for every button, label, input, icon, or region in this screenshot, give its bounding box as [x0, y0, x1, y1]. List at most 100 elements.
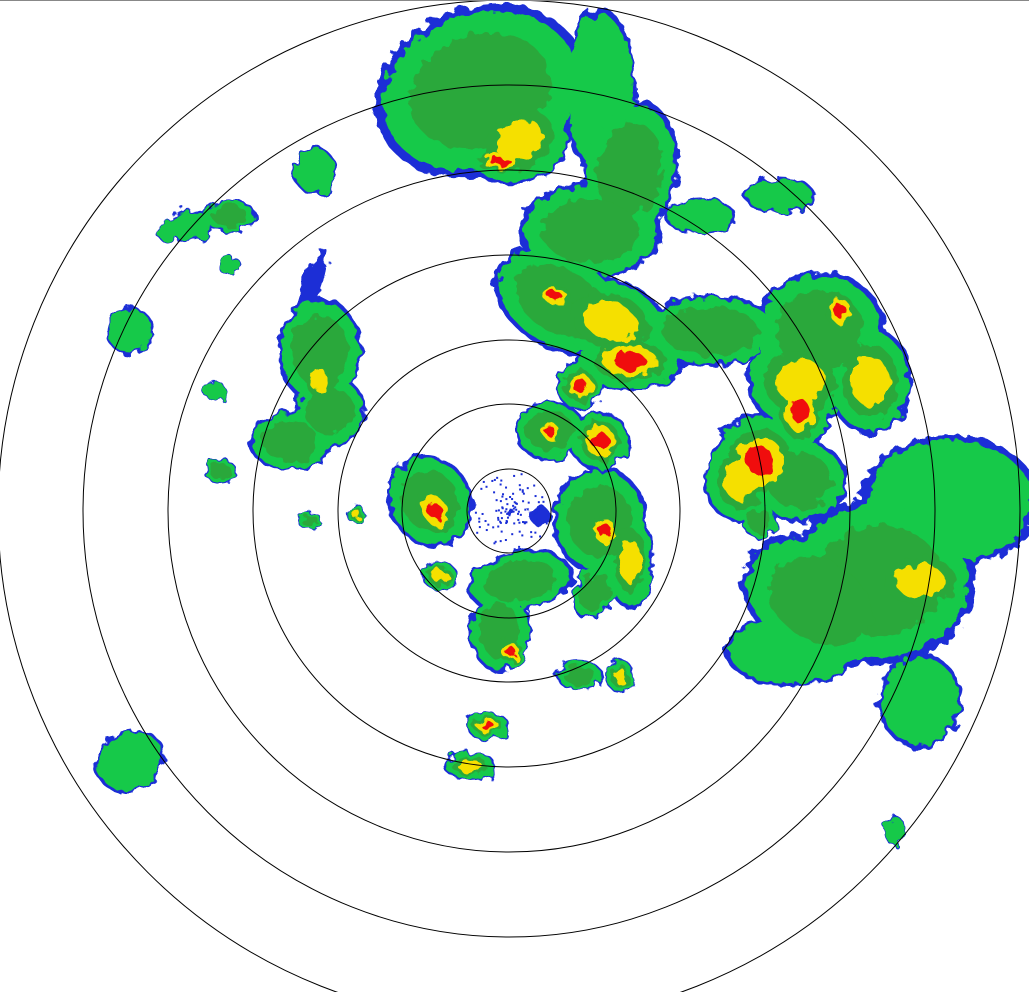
- echo-moderate: [212, 205, 247, 227]
- echo-moderate: [209, 463, 231, 479]
- clutter-speckle: [535, 495, 537, 497]
- echo-intense: [614, 352, 646, 370]
- echo-light: [295, 149, 335, 193]
- clutter-speckle: [497, 519, 499, 521]
- clutter-speckle: [492, 526, 494, 528]
- clutter-speckle: [511, 533, 513, 535]
- echo-light: [204, 382, 226, 400]
- echo-moderate: [564, 666, 596, 685]
- clutter-speckle: [521, 473, 523, 475]
- clutter-speckle: [508, 514, 510, 516]
- clutter-speckle: [475, 512, 477, 514]
- clutter-speckle: [501, 517, 503, 519]
- clutter-speckle: [480, 488, 482, 490]
- echo-heavy: [458, 759, 482, 772]
- echo-moderate: [262, 421, 318, 461]
- clutter-speckle: [494, 479, 496, 481]
- clutter-speckle: [505, 522, 507, 524]
- clutter-speckle: [546, 522, 548, 524]
- clutter-speckle: [513, 522, 515, 524]
- echo-intense: [599, 524, 612, 538]
- clutter-speckle: [536, 524, 538, 526]
- echo-heavy: [619, 539, 641, 583]
- clutter-speckle: [505, 539, 507, 541]
- clutter-speckle: [495, 541, 497, 543]
- clutter-speckle: [506, 513, 508, 515]
- echo-moderate: [662, 307, 758, 355]
- clutter-speckle: [506, 503, 508, 505]
- clutter-speckle: [530, 536, 532, 538]
- echo-heavy: [851, 356, 890, 406]
- clutter-speckle: [509, 496, 511, 498]
- clutter-speckle: [527, 487, 529, 489]
- echo-intense: [791, 399, 809, 424]
- echo-intense: [548, 292, 562, 300]
- clutter-speckle: [486, 486, 488, 488]
- clutter-speckle: [524, 509, 526, 511]
- clutter-speckle: [538, 501, 540, 503]
- clutter-speckle: [533, 485, 535, 487]
- clutter-speckle: [491, 480, 493, 482]
- clutter-speckle: [500, 512, 502, 514]
- echo-intense: [834, 304, 847, 318]
- clutter-speckle: [505, 487, 507, 489]
- clutter-speckle: [534, 532, 536, 534]
- clutter-speckle: [482, 513, 484, 515]
- clutter-speckle: [539, 535, 541, 537]
- clutter-speckle: [517, 513, 519, 515]
- clutter-speckle: [479, 526, 481, 528]
- clutter-speckle: [483, 481, 485, 483]
- clutter-speckle: [511, 498, 513, 500]
- clutter-speckle: [500, 483, 502, 485]
- echo-heavy: [895, 565, 945, 598]
- echo-intense: [573, 379, 587, 393]
- clutter-speckle: [516, 503, 518, 505]
- clutter-speckle: [514, 501, 516, 503]
- clutter-speckle: [512, 493, 514, 495]
- clutter-speckle: [512, 505, 514, 507]
- echo-light: [667, 200, 733, 233]
- echo-light: [157, 220, 183, 242]
- clutter-speckle: [524, 522, 526, 524]
- clutter-speckle: [501, 531, 503, 533]
- clutter-speckle: [513, 475, 515, 477]
- clutter-speckle: [518, 511, 520, 513]
- clutter-speckle: [502, 493, 504, 495]
- echo-heavy: [310, 370, 330, 392]
- clutter-speckle: [500, 480, 502, 482]
- echo-intense: [505, 646, 515, 656]
- echo-light: [88, 721, 173, 802]
- clutter-speckle: [496, 499, 498, 501]
- clutter-speckle: [539, 508, 541, 510]
- clutter-speckle: [478, 521, 480, 523]
- clutter-speckle: [518, 549, 520, 551]
- echo-intense: [545, 426, 555, 436]
- clutter-speckle: [501, 496, 503, 498]
- clutter-speckle: [518, 546, 520, 548]
- clutter-speckle: [522, 521, 524, 523]
- echo-heavy: [613, 668, 626, 683]
- clutter-speckle: [519, 489, 521, 491]
- echo-moderate: [302, 515, 318, 528]
- clutter-speckle: [534, 513, 536, 515]
- clutter-speckle: [528, 502, 530, 504]
- clutter-speckle: [522, 491, 524, 493]
- clutter-speckle: [499, 521, 501, 523]
- echo-intense: [490, 157, 511, 165]
- echo-light: [884, 818, 906, 844]
- clutter-speckle: [505, 508, 507, 510]
- clutter-speckle: [509, 512, 511, 514]
- clutter-speckle: [493, 491, 495, 493]
- clutter-speckle: [521, 534, 523, 536]
- clutter-speckle: [507, 517, 509, 519]
- clutter-speckle: [530, 531, 532, 533]
- clutter-speckle: [515, 509, 517, 511]
- clutter-speckle: [478, 518, 480, 520]
- clutter-speckle: [536, 518, 538, 520]
- echo-heavy: [432, 569, 449, 582]
- clutter-speckle: [500, 540, 502, 542]
- clutter-speckle: [498, 509, 500, 511]
- clutter-speckle: [486, 529, 488, 531]
- clutter-speckle: [514, 548, 516, 550]
